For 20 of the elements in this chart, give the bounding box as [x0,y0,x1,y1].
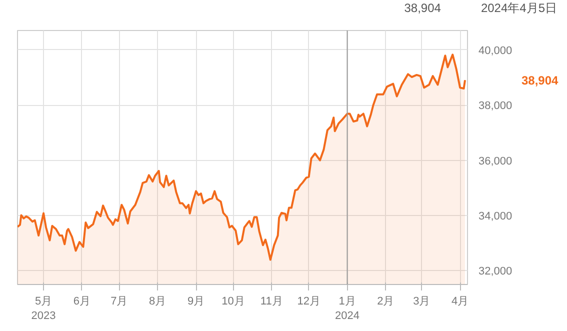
x-tick-label: 7月 [110,296,128,308]
x-tick-label: 10月 [222,296,245,308]
x-tick-label: 4月 [452,296,469,308]
x-tick-label: 1月 2024 [335,296,360,322]
x-tick-label: 6月 [73,296,91,308]
x-tick-label: 12月 [297,296,320,308]
x-tick-label: 9月 [187,296,205,308]
x-tick-label: 5月 2023 [31,296,56,322]
text: 38,904 [404,1,441,15]
x-tick-label: 11月 [260,296,283,308]
y-tick-label: 40,000 [478,44,512,57]
y-tick-label: 38,000 [478,100,512,112]
text: 2024年4月5日 [480,1,557,15]
y-tick-label: 34,000 [478,210,512,222]
y-tick-label: 32,000 [478,266,512,278]
x-tick-label: 3月 [413,296,430,308]
y-tick-label: 36,000 [478,155,512,168]
x-tick-label: 8月 [149,296,166,308]
text: 38,904 [522,74,559,88]
x-tick-label: 2月 [377,296,394,308]
